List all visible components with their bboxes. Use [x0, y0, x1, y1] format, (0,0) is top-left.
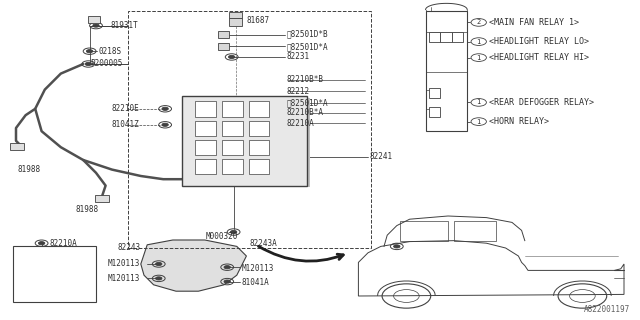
Text: M120113: M120113	[108, 274, 140, 283]
Text: 82210E: 82210E	[112, 104, 140, 113]
Text: <HORN RELAY>: <HORN RELAY>	[489, 117, 549, 126]
Bar	[454, 221, 496, 241]
Bar	[440, 32, 452, 42]
Text: 81931T: 81931T	[110, 21, 138, 30]
Text: M000320: M000320	[206, 232, 239, 241]
Bar	[429, 32, 440, 42]
Bar	[229, 18, 242, 26]
Text: 2: 2	[477, 20, 481, 25]
Bar	[222, 101, 243, 117]
Text: A822001197: A822001197	[584, 305, 630, 314]
Circle shape	[230, 230, 237, 234]
Bar	[452, 32, 463, 42]
Bar	[195, 121, 216, 136]
Text: M120113: M120113	[242, 264, 275, 273]
Bar	[429, 107, 440, 117]
Bar	[222, 121, 243, 136]
Bar	[128, 11, 371, 248]
Bar	[249, 140, 269, 155]
Text: ⠧82501D*A: ⠧82501D*A	[287, 99, 328, 108]
Circle shape	[224, 280, 230, 283]
Text: 82212: 82212	[287, 87, 310, 96]
Bar	[249, 121, 269, 136]
Text: 0218S: 0218S	[99, 47, 122, 56]
Text: 82210A: 82210A	[50, 239, 77, 248]
Circle shape	[228, 55, 235, 59]
Bar	[249, 101, 269, 117]
Circle shape	[86, 50, 93, 53]
Text: 82210A: 82210A	[287, 119, 314, 128]
Bar	[13, 246, 96, 302]
Bar	[10, 143, 24, 150]
Text: <HEADLIGHT RELAY LO>: <HEADLIGHT RELAY LO>	[489, 37, 589, 46]
Bar	[222, 159, 243, 174]
Bar	[400, 221, 448, 241]
Circle shape	[394, 245, 400, 248]
Text: 81988: 81988	[18, 165, 41, 174]
Text: <REAR DEFOGGER RELAY>: <REAR DEFOGGER RELAY>	[489, 98, 594, 107]
Bar	[429, 88, 440, 98]
Text: 1: 1	[477, 39, 481, 44]
Circle shape	[38, 242, 45, 245]
Bar	[95, 195, 109, 202]
Text: <HEADLIGHT RELAY HI>: <HEADLIGHT RELAY HI>	[489, 53, 589, 62]
Polygon shape	[141, 240, 246, 291]
Text: P200005: P200005	[90, 60, 123, 68]
Text: ⠨82501D*B: ⠨82501D*B	[287, 29, 328, 38]
Bar	[229, 12, 242, 18]
Bar	[195, 101, 216, 117]
Bar	[222, 140, 243, 155]
Text: 81041Z: 81041Z	[112, 120, 140, 129]
Text: 1: 1	[477, 119, 481, 124]
Circle shape	[162, 107, 168, 110]
Circle shape	[156, 277, 162, 280]
Text: 1: 1	[477, 100, 481, 105]
Circle shape	[93, 24, 99, 27]
Text: 1: 1	[477, 55, 481, 60]
Circle shape	[224, 266, 230, 269]
Text: M120113: M120113	[108, 260, 140, 268]
Bar	[218, 43, 229, 50]
Text: 81988: 81988	[76, 205, 99, 214]
Text: <MAIN FAN RELAY 1>: <MAIN FAN RELAY 1>	[489, 18, 579, 27]
Circle shape	[162, 123, 168, 126]
Bar	[182, 96, 307, 186]
Text: 82243A: 82243A	[250, 239, 277, 248]
Bar	[195, 159, 216, 174]
Circle shape	[85, 62, 92, 66]
Text: 82210B*B: 82210B*B	[287, 76, 324, 84]
Bar	[195, 140, 216, 155]
Circle shape	[156, 262, 162, 266]
Text: 81687: 81687	[246, 16, 269, 25]
Bar	[186, 98, 310, 187]
Text: 82231: 82231	[287, 52, 310, 61]
Text: 82241: 82241	[370, 152, 393, 161]
Text: 82210B*A: 82210B*A	[287, 108, 324, 117]
Bar	[88, 16, 100, 23]
Bar	[426, 11, 467, 131]
Text: 81041A: 81041A	[242, 278, 269, 287]
Bar	[218, 31, 229, 38]
Text: 82243: 82243	[118, 243, 141, 252]
Bar	[249, 159, 269, 174]
Text: ⠧82501D*A: ⠧82501D*A	[287, 42, 328, 51]
